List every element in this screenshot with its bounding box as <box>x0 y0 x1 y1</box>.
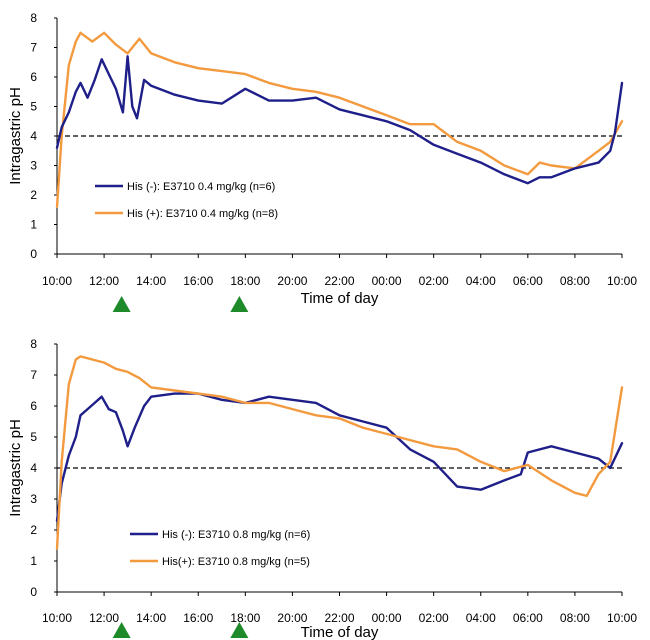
x-tick-label: 00:00 <box>372 611 402 625</box>
x-tick-label: 16:00 <box>183 274 213 288</box>
x-tick-label: 06:00 <box>513 274 543 288</box>
x-tick-label: 18:00 <box>230 274 260 288</box>
x-tick-label: 10:00 <box>42 274 72 288</box>
y-tick-label: 6 <box>30 70 37 84</box>
y-tick-label: 7 <box>30 368 37 382</box>
y-tick-label: 2 <box>30 523 37 537</box>
x-tick-label: 14:00 <box>136 274 166 288</box>
legend-label-his-minus: His (-): E3710 0.4 mg/kg (n=6) <box>127 181 275 193</box>
x-tick-label: 18:00 <box>230 611 260 625</box>
y-tick-label: 0 <box>30 585 37 599</box>
x-tick-label: 10:00 <box>607 274 637 288</box>
x-tick-label: 16:00 <box>183 611 213 625</box>
y-tick-label: 7 <box>30 41 37 55</box>
y-tick-label: 3 <box>30 159 37 173</box>
x-tick-label: 06:00 <box>513 611 543 625</box>
dose-marker-triangle <box>230 296 249 312</box>
series-line-his-minus <box>55 55 624 185</box>
dose-marker-triangle <box>230 622 249 638</box>
y-tick-label: 6 <box>30 399 37 413</box>
y-tick-label: 5 <box>30 100 37 114</box>
x-tick-label: 08:00 <box>560 274 590 288</box>
dose-marker-triangle <box>112 622 131 638</box>
y-axis-title: Intragastric pH <box>7 87 24 185</box>
y-tick-label: 1 <box>30 218 37 232</box>
legend-label-his-minus: His (-): E3710 0.8 mg/kg (n=6) <box>162 529 310 541</box>
y-tick-label: 5 <box>30 430 37 444</box>
y-tick-label: 2 <box>30 188 37 202</box>
x-tick-label: 12:00 <box>89 274 119 288</box>
x-axis-title: Time of day <box>301 624 379 640</box>
series-line-his-plus <box>55 355 624 550</box>
x-tick-label: 10:00 <box>42 611 72 625</box>
x-tick-label: 00:00 <box>372 274 402 288</box>
legend-label-his-plus: His (+): E3710 0.4 mg/kg (n=8) <box>127 208 278 220</box>
x-tick-label: 04:00 <box>466 611 496 625</box>
y-tick-label: 0 <box>30 247 37 261</box>
y-tick-label: 8 <box>30 337 37 351</box>
x-tick-label: 02:00 <box>419 274 449 288</box>
x-tick-label: 02:00 <box>419 611 449 625</box>
legend-label-his-plus: His(+): E3710 0.8 mg/kg (n=5) <box>162 556 310 568</box>
y-tick-label: 3 <box>30 492 37 506</box>
x-tick-label: 22:00 <box>324 274 354 288</box>
y-tick-label: 1 <box>30 554 37 568</box>
series-line-his-plus <box>55 31 624 208</box>
x-tick-label: 20:00 <box>277 611 307 625</box>
x-tick-label: 08:00 <box>560 611 590 625</box>
x-tick-label: 12:00 <box>89 611 119 625</box>
y-tick-label: 8 <box>30 11 37 25</box>
x-tick-label: 20:00 <box>277 274 307 288</box>
y-tick-label: 4 <box>30 129 37 143</box>
y-axis-title: Intragastric pH <box>7 419 24 517</box>
x-axis-title: Time of day <box>301 290 379 307</box>
y-tick-label: 4 <box>30 461 37 475</box>
x-tick-label: 22:00 <box>324 611 354 625</box>
x-tick-label: 10:00 <box>607 611 637 625</box>
x-tick-label: 14:00 <box>136 611 166 625</box>
series-line-his-minus <box>55 392 624 522</box>
x-tick-label: 04:00 <box>466 274 496 288</box>
dose-marker-triangle <box>112 296 131 312</box>
